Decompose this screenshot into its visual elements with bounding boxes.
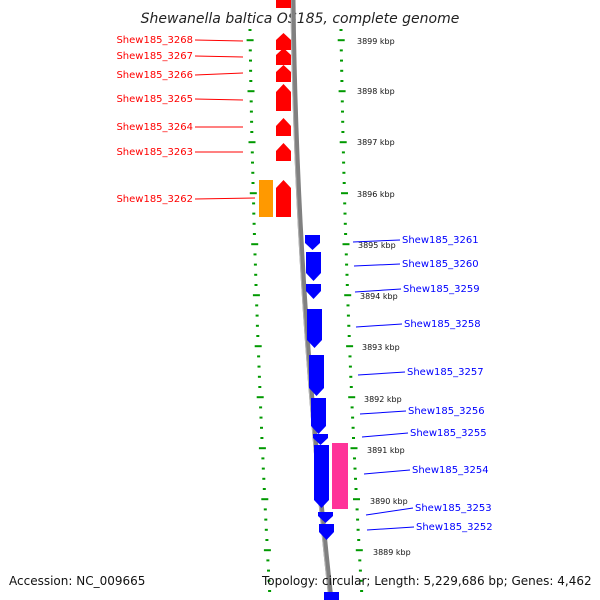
leader-line bbox=[194, 55, 244, 58]
gene-arrow[interactable] bbox=[276, 180, 291, 217]
kbp-label: 3898 kbp bbox=[357, 87, 395, 96]
gene-label[interactable]: Shew185_3267 bbox=[116, 51, 193, 62]
gene-label[interactable]: Shew185_3260 bbox=[402, 259, 479, 270]
gene-arrow[interactable] bbox=[276, 33, 291, 50]
gene-arrow[interactable] bbox=[309, 355, 324, 396]
leader-line bbox=[194, 98, 244, 101]
gene-label[interactable]: Shew185_3254 bbox=[412, 465, 489, 476]
leader-line bbox=[361, 432, 409, 438]
gene-arrow[interactable] bbox=[313, 434, 328, 445]
leader-line bbox=[359, 410, 407, 415]
kbp-label: 3892 kbp bbox=[364, 395, 402, 404]
gene-label[interactable]: Shew185_3265 bbox=[116, 94, 193, 105]
leader-line bbox=[363, 469, 411, 475]
kbp-label: 3895 kbp bbox=[358, 241, 396, 250]
gene-label[interactable]: Shew185_3268 bbox=[116, 35, 193, 46]
gene-block[interactable] bbox=[276, 0, 291, 8]
genome-title: Shewanella baltica OS185, complete genom… bbox=[141, 11, 460, 27]
gene-label[interactable]: Shew185_3258 bbox=[404, 319, 481, 330]
gene-arrow[interactable] bbox=[276, 65, 291, 82]
kbp-label: 3893 kbp bbox=[362, 343, 400, 352]
orange-feature[interactable] bbox=[259, 180, 273, 217]
gene-label[interactable]: Shew185_3253 bbox=[415, 503, 492, 514]
leader-line bbox=[355, 323, 403, 328]
leader-line bbox=[365, 507, 414, 516]
leader-line bbox=[194, 72, 244, 76]
gene-label[interactable]: Shew185_3255 bbox=[410, 428, 487, 439]
gene-label[interactable]: Shew185_3256 bbox=[408, 406, 485, 417]
gene-block[interactable] bbox=[324, 592, 339, 600]
pink-feature[interactable] bbox=[332, 443, 348, 509]
right-gene-labels: Shew185_3261 Shew185_3260 Shew185_3259 S… bbox=[352, 235, 493, 533]
leader-line bbox=[366, 526, 415, 531]
leader-line bbox=[353, 263, 401, 267]
gene-label[interactable]: Shew185_3259 bbox=[403, 284, 480, 295]
gene-label[interactable]: Shew185_3257 bbox=[407, 367, 484, 378]
left-gene-labels: Shew185_3268 Shew185_3267 Shew185_3266 S… bbox=[116, 35, 256, 205]
forward-genes bbox=[276, 0, 291, 217]
reverse-genes bbox=[305, 235, 339, 600]
gene-label[interactable]: Shew185_3261 bbox=[402, 235, 479, 246]
genome-backbone bbox=[290, 0, 334, 600]
topology-summary-text: Topology: circular; Length: 5,229,686 bp… bbox=[262, 574, 592, 588]
genome-backbone-highlight bbox=[290, 0, 330, 600]
kbp-label: 3889 kbp bbox=[373, 548, 411, 557]
gene-label[interactable]: Shew185_3266 bbox=[116, 70, 193, 81]
kbp-label: 3896 kbp bbox=[357, 190, 395, 199]
gene-arrow[interactable] bbox=[276, 48, 291, 65]
gene-label[interactable]: Shew185_3262 bbox=[116, 194, 193, 205]
gene-arrow[interactable] bbox=[306, 252, 321, 281]
kbp-label: 3894 kbp bbox=[360, 292, 398, 301]
gene-arrow[interactable] bbox=[318, 512, 333, 523]
kbp-label: 3897 kbp bbox=[357, 138, 395, 147]
gene-arrow[interactable] bbox=[306, 284, 321, 299]
gene-arrow[interactable] bbox=[311, 398, 326, 434]
gene-label[interactable]: Shew185_3252 bbox=[416, 522, 493, 533]
leader-line bbox=[357, 371, 406, 376]
leader-line bbox=[352, 239, 401, 243]
gene-arrow[interactable] bbox=[314, 445, 329, 508]
leader-line bbox=[194, 39, 244, 42]
gene-arrow[interactable] bbox=[276, 118, 291, 136]
accession-text: Accession: NC_009665 bbox=[9, 574, 146, 588]
tick-marks-right bbox=[337, 29, 364, 592]
gene-arrow[interactable] bbox=[307, 309, 322, 348]
tick-marks-left bbox=[246, 29, 272, 592]
leader-line bbox=[354, 288, 402, 293]
gene-arrow[interactable] bbox=[276, 143, 291, 161]
kbp-label: 3899 kbp bbox=[357, 37, 395, 46]
kbp-label: 3891 kbp bbox=[367, 446, 405, 455]
gene-arrow[interactable] bbox=[319, 524, 334, 540]
gene-label[interactable]: Shew185_3264 bbox=[116, 122, 193, 133]
gene-arrow[interactable] bbox=[305, 235, 320, 250]
kbp-label: 3890 kbp bbox=[370, 497, 408, 506]
gene-arrow[interactable] bbox=[276, 84, 291, 111]
gene-label[interactable]: Shew185_3263 bbox=[116, 147, 193, 158]
leader-line bbox=[194, 197, 256, 200]
